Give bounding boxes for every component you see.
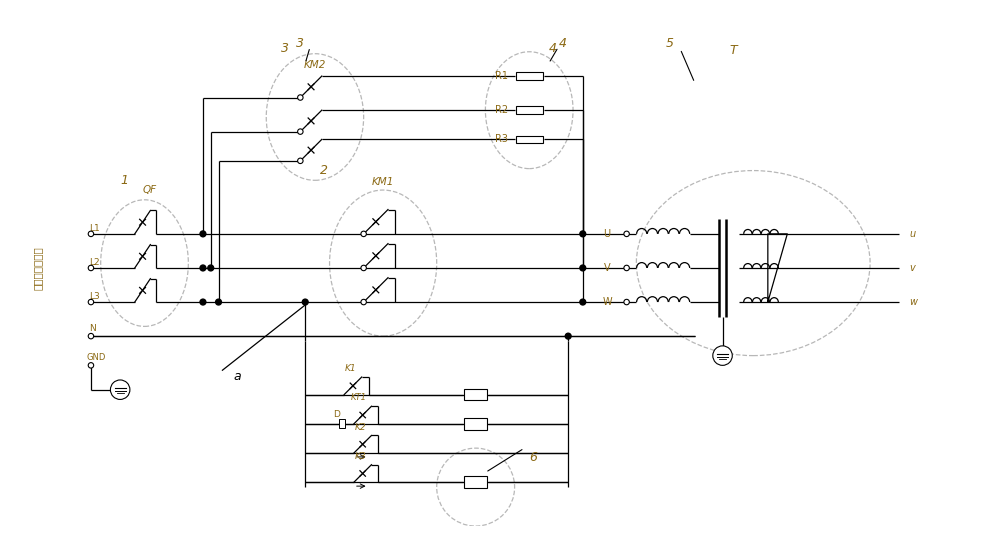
Circle shape (88, 300, 94, 305)
Text: KM1: KM1 (467, 419, 485, 429)
Circle shape (580, 299, 586, 305)
Circle shape (580, 231, 586, 237)
Bar (339, 419, 345, 428)
Circle shape (88, 362, 94, 368)
Text: u: u (909, 229, 915, 239)
Text: N: N (89, 324, 96, 333)
Text: T: T (730, 44, 738, 56)
Circle shape (302, 299, 308, 305)
Bar (516, 135, 543, 143)
Text: K1: K1 (345, 364, 357, 373)
Circle shape (298, 95, 303, 100)
Circle shape (88, 334, 94, 339)
Circle shape (88, 231, 94, 237)
Text: a: a (233, 370, 241, 383)
Bar (464, 389, 487, 400)
Bar (516, 72, 543, 80)
Circle shape (580, 265, 586, 271)
Bar (516, 106, 543, 114)
Ellipse shape (437, 448, 515, 526)
Text: QF: QF (142, 185, 156, 195)
Circle shape (624, 265, 629, 271)
Text: L1: L1 (89, 223, 100, 232)
Text: K3: K3 (355, 452, 367, 461)
Text: 1: 1 (120, 174, 128, 187)
Text: KM1: KM1 (372, 177, 394, 187)
Bar (464, 418, 487, 430)
Text: W: W (602, 297, 612, 307)
Circle shape (200, 231, 206, 237)
Text: KT1: KT1 (468, 478, 483, 487)
Ellipse shape (636, 171, 870, 356)
Text: R2: R2 (495, 105, 508, 115)
Circle shape (624, 300, 629, 305)
Text: V: V (604, 263, 610, 273)
Circle shape (298, 158, 303, 164)
Circle shape (208, 265, 214, 271)
Circle shape (88, 265, 94, 271)
Text: 3: 3 (281, 42, 289, 55)
Text: KM2: KM2 (304, 60, 326, 70)
Circle shape (200, 299, 206, 305)
Text: 5: 5 (666, 37, 674, 51)
Text: R3: R3 (495, 134, 508, 144)
Text: 4: 4 (549, 42, 557, 55)
Circle shape (361, 265, 366, 271)
Circle shape (200, 265, 206, 271)
Text: R1: R1 (495, 71, 508, 81)
Text: 4: 4 (558, 37, 566, 51)
Ellipse shape (485, 52, 573, 168)
Text: K2: K2 (355, 423, 367, 432)
Ellipse shape (330, 190, 437, 336)
Circle shape (216, 299, 221, 305)
Text: KT1: KT1 (351, 393, 367, 402)
Text: L3: L3 (89, 292, 100, 301)
Text: v: v (909, 263, 915, 273)
Circle shape (361, 300, 366, 305)
Text: KM2: KM2 (467, 390, 485, 399)
Circle shape (624, 231, 629, 237)
Text: 3: 3 (295, 37, 303, 51)
Ellipse shape (101, 200, 188, 326)
Text: D: D (333, 410, 340, 419)
Circle shape (361, 231, 366, 237)
Text: U: U (604, 229, 611, 239)
Text: 2: 2 (320, 164, 328, 177)
Bar (464, 477, 487, 488)
Text: 6: 6 (529, 451, 537, 464)
Ellipse shape (266, 54, 364, 180)
Circle shape (565, 333, 571, 339)
Circle shape (110, 380, 130, 399)
Text: w: w (909, 297, 917, 307)
Text: 三相交流电输入: 三相交流电输入 (32, 246, 42, 290)
Circle shape (713, 346, 732, 365)
Text: GND: GND (86, 353, 105, 362)
Text: L2: L2 (89, 257, 100, 266)
Circle shape (298, 129, 303, 134)
